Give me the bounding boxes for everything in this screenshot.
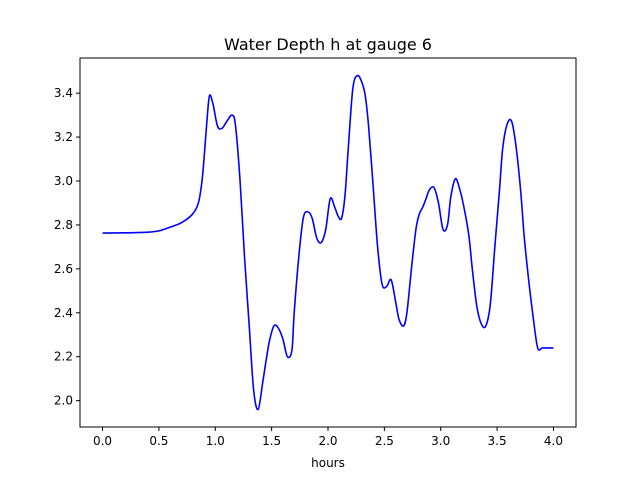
- x-tick-label: 2.0: [318, 434, 337, 448]
- x-tick-label: 0.5: [149, 434, 168, 448]
- y-tick-label: 3.2: [54, 130, 73, 144]
- y-axis-ticks: 2.0 2.2 2.4 2.6 2.8 3.0 3.2 3.4: [54, 86, 80, 408]
- y-tick-label: 3.4: [54, 86, 73, 100]
- x-tick-label: 3.5: [488, 434, 507, 448]
- x-tick-label: 0.0: [93, 434, 112, 448]
- x-tick-label: 4.0: [544, 434, 563, 448]
- y-tick-label: 2.8: [54, 218, 73, 232]
- axes-frame: [79, 57, 577, 428]
- x-tick-label: 3.0: [431, 434, 450, 448]
- x-tick-label: 1.0: [206, 434, 225, 448]
- y-tick-label: 2.2: [54, 350, 73, 364]
- plot-area: [102, 74, 554, 411]
- y-tick-label: 3.0: [54, 174, 73, 188]
- y-tick-label: 2.0: [54, 394, 73, 408]
- chart-title: Water Depth h at gauge 6: [224, 35, 432, 54]
- y-tick-label: 2.4: [54, 306, 73, 320]
- x-axis-label: hours: [311, 456, 345, 470]
- x-tick-label: 1.5: [262, 434, 281, 448]
- x-axis-ticks: 0.0 0.5 1.0 1.5 2.0 2.5 3.0 3.5 4.0: [93, 427, 563, 448]
- y-tick-label: 2.6: [54, 262, 73, 276]
- x-tick-label: 2.5: [375, 434, 394, 448]
- series-line: [102, 74, 554, 411]
